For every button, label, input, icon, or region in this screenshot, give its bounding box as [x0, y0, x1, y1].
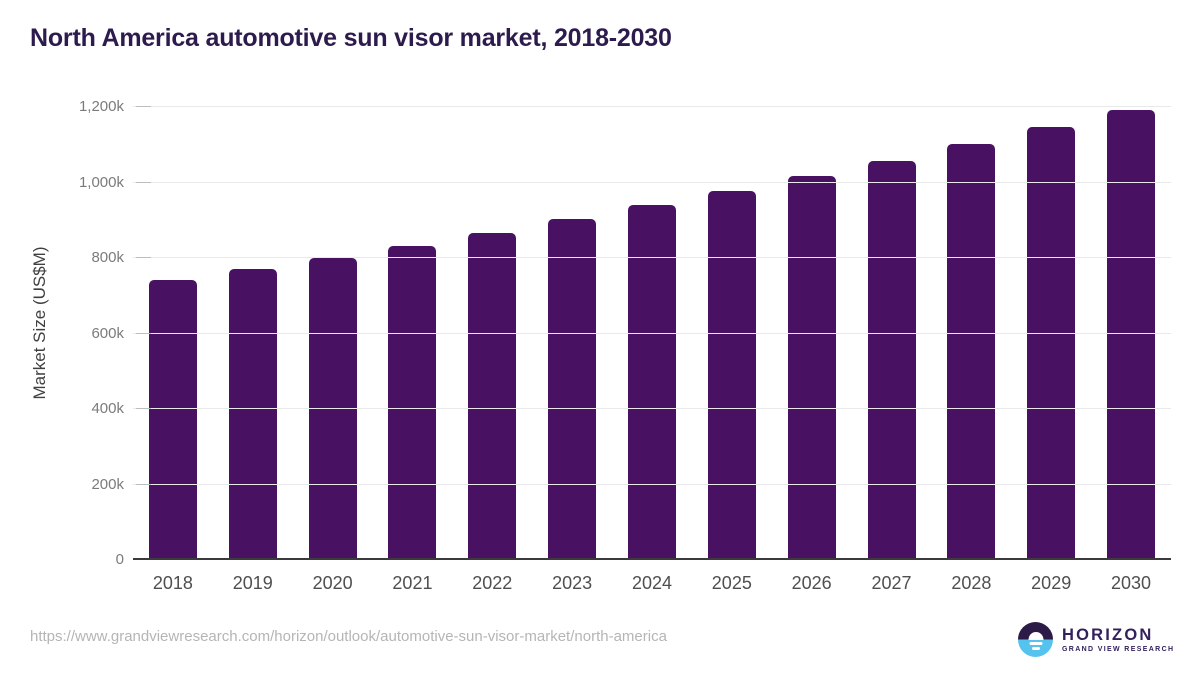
y-tick-mark-400k: [136, 408, 151, 410]
y-tick-mark-1,000k: [136, 181, 151, 183]
sun-dome-shape: [1028, 631, 1043, 640]
x-tick-label-2027: 2027: [871, 573, 912, 593]
horizon-sun-icon: [1018, 622, 1053, 657]
chart-title: North America automotive sun visor marke…: [30, 24, 672, 52]
x-axis-line: [133, 558, 1171, 560]
x-tick-label-2020: 2020: [312, 573, 353, 593]
bar-2026: [787, 176, 836, 560]
x-tick-label-2030: 2030: [1111, 573, 1152, 593]
sun-reflection-line-1: [1029, 642, 1042, 645]
x-tick-label-2019: 2019: [232, 573, 273, 593]
bar-slot-2030: [1091, 107, 1171, 560]
x-axis-tick-labels: 2018 2019 2020 2021 2022 2023 2024 2025 2026 2027…: [133, 573, 1171, 597]
bar-2025: [707, 190, 756, 560]
gridline-800k: [133, 257, 1171, 259]
bar-2028: [947, 144, 996, 560]
horizon-logo: HORIZON GRAND VIEW RESEARCH: [1018, 622, 1174, 657]
x-tick-label-2022: 2022: [472, 573, 513, 593]
bar-2027: [867, 160, 916, 560]
bar-slot-2028: [931, 107, 1011, 560]
x-tick-label-2026: 2026: [791, 573, 832, 593]
bar-2029: [1027, 127, 1076, 560]
y-tick-mark-800k: [136, 257, 151, 259]
y-tick-label-1,000k: 1,000k: [78, 173, 124, 191]
sun-reflection-line-2: [1031, 647, 1040, 650]
y-axis-tick-labels: 0 200k 400k 600k 800k 1,000k 1,200k: [0, 98, 124, 568]
bar-slot-2026: [772, 107, 852, 560]
bar-2022: [468, 233, 517, 560]
gridline-200k: [133, 483, 1171, 485]
x-tick-label-2028: 2028: [951, 573, 992, 593]
gridline-400k: [133, 408, 1171, 410]
bar-2030: [1107, 109, 1156, 560]
y-tick-label-1,200k: 1,200k: [78, 98, 124, 115]
y-tick-label-0: 0: [115, 551, 124, 568]
x-tick-label-2024: 2024: [631, 573, 672, 593]
bar-slot-2025: [692, 107, 772, 560]
bar-slot-2018: [133, 107, 213, 560]
logo-brand-name: HORIZON: [1062, 626, 1154, 644]
bar-slot-2021: [373, 107, 453, 560]
logo-text: HORIZON GRAND VIEW RESEARCH: [1062, 626, 1174, 653]
y-tick-label-400k: 400k: [91, 400, 124, 418]
y-tick-label-600k: 600k: [91, 324, 124, 342]
bar-2019: [228, 268, 277, 560]
x-tick-label-2021: 2021: [392, 573, 433, 593]
bar-slot-2022: [452, 107, 532, 560]
bar-2021: [388, 245, 437, 560]
bar-slot-2019: [213, 107, 293, 560]
logo-tagline: GRAND VIEW RESEARCH: [1062, 646, 1175, 653]
bar-series: [133, 107, 1171, 560]
bar-2018: [148, 280, 197, 560]
bar-slot-2024: [612, 107, 692, 560]
gridline-600k: [133, 332, 1171, 334]
x-tick-label-2018: 2018: [152, 573, 193, 593]
bar-slot-2027: [852, 107, 932, 560]
y-tick-label-800k: 800k: [91, 249, 124, 267]
x-tick-label-2023: 2023: [552, 573, 593, 593]
bar-slot-2023: [532, 107, 612, 560]
bar-2024: [627, 205, 676, 560]
x-tick-label-2025: 2025: [711, 573, 752, 593]
source-url: https://www.grandviewresearch.com/horizo…: [30, 628, 667, 645]
y-tick-mark-200k: [136, 483, 151, 485]
plot-area: [133, 106, 1171, 560]
y-tick-mark-600k: [136, 332, 151, 334]
gridline-1,200k: [133, 106, 1171, 107]
y-tick-mark-1,200k: [136, 106, 151, 107]
bar-2023: [548, 219, 597, 560]
bar-slot-2020: [293, 107, 373, 560]
bar-slot-2029: [1011, 107, 1091, 560]
gridline-1,000k: [133, 181, 1171, 183]
x-tick-label-2029: 2029: [1031, 573, 1072, 593]
y-tick-label-200k: 200k: [91, 475, 124, 493]
